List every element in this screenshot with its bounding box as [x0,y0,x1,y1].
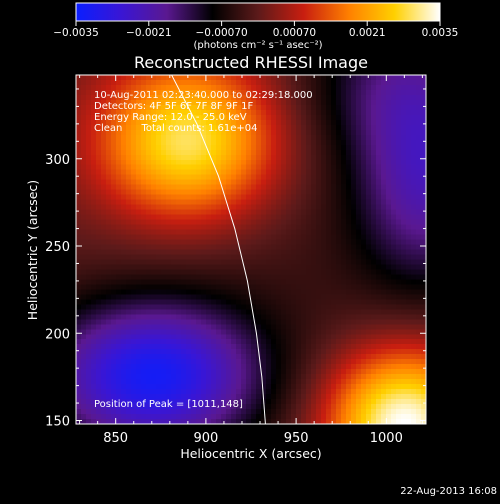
plot-frame [75,74,427,425]
energy-range-text: Energy Range: 12.0 - 25.0 keV [94,112,247,123]
colorbar-bar [75,2,441,22]
y-tick-label: 250 [45,240,70,255]
colorbar-unit: (photons cm⁻² s⁻¹ asec⁻²) [193,40,322,51]
heatmap-image [76,75,426,424]
y-axis-title: Heliocentric Y (arcsec) [25,180,40,320]
x-tick-label: 1000 [370,431,403,446]
clean-counts-text: Clean Total counts: 1.61e+04 [94,123,257,134]
x-tick-label: 850 [103,431,128,446]
colorbar-tick-label: 0.0021 [349,27,386,39]
detectors-text: Detectors: 4F 5F 6F 7F 8F 9F 1F [94,101,253,112]
footer-date: 22-Aug-2013 16:08 [400,486,497,497]
y-tick-label: 200 [45,327,70,342]
colorbar-tick-label: −0.0021 [126,27,172,39]
colorbar-tick-label: −0.0035 [53,27,99,39]
solar-limb-line [171,75,266,424]
info-annotations: 10-Aug-2011 02:23:40.000 to 02:29:18.000… [94,90,313,410]
x-axis-ticks: 850 900 950 1000 [79,75,423,446]
colorbar: −0.0035 −0.0021 −0.00070 0.00070 0.0021 0.003… [53,2,458,51]
plot-area [76,75,426,424]
y-tick-label: 150 [45,415,70,430]
colorbar-ticks [75,21,441,26]
chart-title: Reconstructed RHESSI Image [134,53,368,72]
colorbar-tick-label: 0.00070 [273,27,316,39]
y-axis-ticks: 150 200 250 300 [45,88,426,430]
y-tick-label: 300 [45,153,70,168]
peak-position-text: Position of Peak = [1011,148] [94,399,243,410]
colorbar-tick-label: −0.00070 [195,27,247,39]
heatmap-container [76,75,426,424]
x-tick-label: 900 [193,431,218,446]
x-axis-title: Heliocentric X (arcsec) [180,446,321,461]
colorbar-tick-label: 0.0035 [422,27,459,39]
time-range-text: 10-Aug-2011 02:23:40.000 to 02:29:18.000 [94,90,313,101]
colorbar-tick-labels: −0.0035 −0.0021 −0.00070 0.00070 0.0021 0.003… [53,27,458,39]
x-tick-label: 950 [284,431,309,446]
